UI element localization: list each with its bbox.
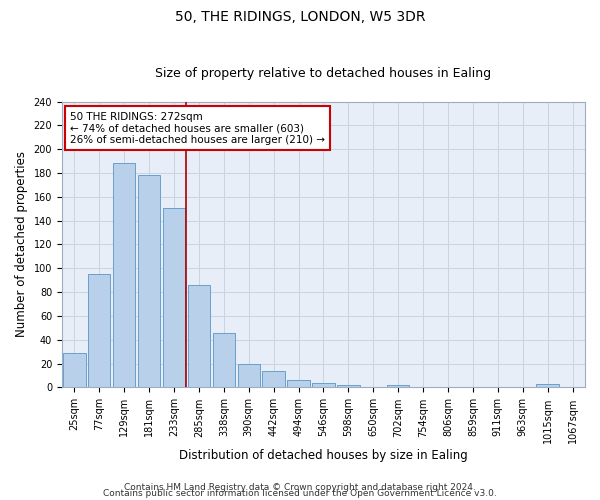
Bar xyxy=(188,285,210,388)
Bar xyxy=(238,364,260,388)
Bar xyxy=(212,332,235,388)
Text: Contains HM Land Registry data © Crown copyright and database right 2024.: Contains HM Land Registry data © Crown c… xyxy=(124,484,476,492)
Y-axis label: Number of detached properties: Number of detached properties xyxy=(15,152,28,338)
Bar xyxy=(312,382,335,388)
Bar xyxy=(387,385,409,388)
Title: Size of property relative to detached houses in Ealing: Size of property relative to detached ho… xyxy=(155,66,491,80)
Text: Contains public sector information licensed under the Open Government Licence v3: Contains public sector information licen… xyxy=(103,490,497,498)
Bar xyxy=(63,353,86,388)
Bar xyxy=(337,385,359,388)
Bar xyxy=(88,274,110,388)
Bar xyxy=(536,384,559,388)
Text: 50, THE RIDINGS, LONDON, W5 3DR: 50, THE RIDINGS, LONDON, W5 3DR xyxy=(175,10,425,24)
X-axis label: Distribution of detached houses by size in Ealing: Distribution of detached houses by size … xyxy=(179,450,468,462)
Text: 50 THE RIDINGS: 272sqm
← 74% of detached houses are smaller (603)
26% of semi-de: 50 THE RIDINGS: 272sqm ← 74% of detached… xyxy=(70,112,325,144)
Bar xyxy=(113,164,136,388)
Bar xyxy=(163,208,185,388)
Bar xyxy=(138,176,160,388)
Bar xyxy=(262,371,285,388)
Bar xyxy=(287,380,310,388)
